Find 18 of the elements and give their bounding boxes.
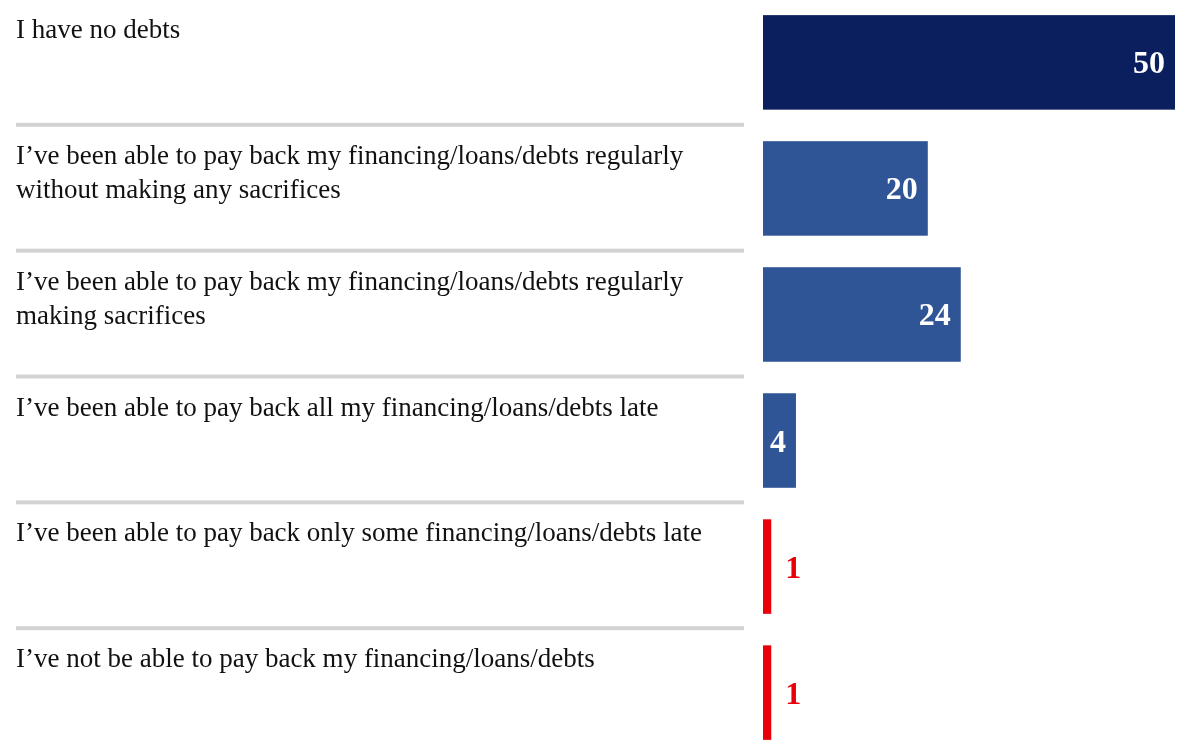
- bar: [763, 519, 772, 614]
- data-label: 20: [885, 170, 918, 207]
- y-tick-label: I’ve not be able to pay back my financing/loans/debts: [16, 642, 596, 676]
- bar: [763, 141, 928, 236]
- bar: [763, 645, 772, 740]
- bar: [763, 15, 1175, 110]
- data-label: 50: [1133, 44, 1165, 81]
- bar: [763, 393, 796, 488]
- y-tick-label: I’ve been able to pay back my financing/loans/debts regularly without making any sacrifices: [16, 138, 685, 206]
- y-tick-label: I have no debts: [16, 13, 182, 46]
- data-label: 4: [769, 422, 786, 459]
- bar: [763, 267, 961, 362]
- y-tick-label: I’ve been able to pay back my financing/loans/debts regularly making sacrifices: [16, 264, 685, 332]
- data-label: 1: [785, 674, 802, 711]
- y-tick-label: I’ve been able to pay back all my financing/loans/debts late: [16, 390, 660, 424]
- y-tick-label: I’ve been able to pay back only some financing/loans/debts late: [16, 516, 704, 550]
- data-label: 1: [785, 548, 802, 585]
- data-label: 24: [918, 296, 951, 333]
